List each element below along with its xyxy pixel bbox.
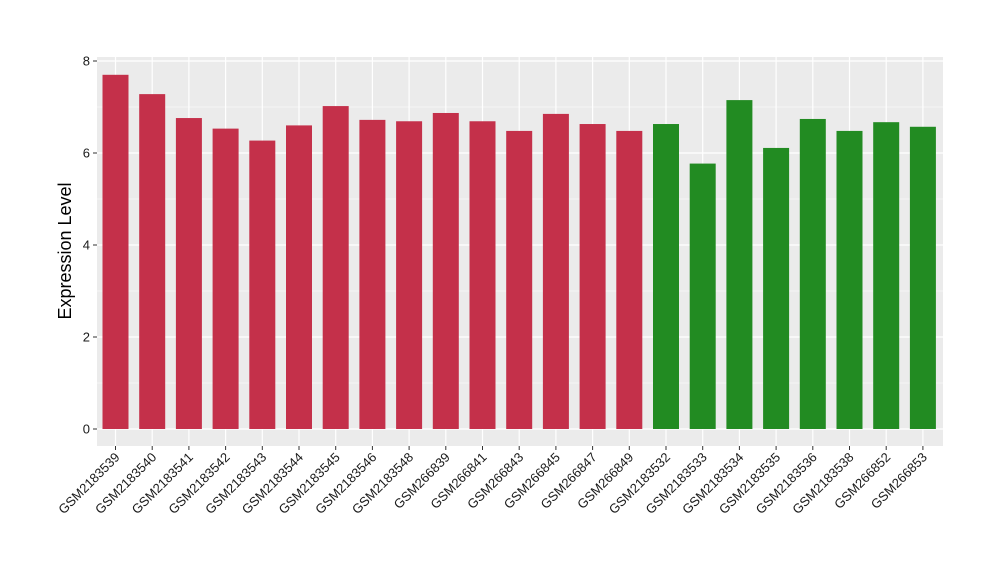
bar-GSM2183546 — [359, 119, 386, 429]
bar-GSM266843 — [506, 130, 533, 430]
x-axis: GSM2183539GSM2183540GSM2183541GSM2183542… — [55, 446, 930, 517]
bar-GSM2183540 — [139, 94, 166, 430]
bar-GSM266849 — [616, 130, 643, 430]
bar-GSM2183544 — [286, 125, 312, 430]
bar-GSM2183535 — [763, 147, 790, 429]
bar-GSM2183534 — [726, 100, 753, 429]
bar-GSM266839 — [432, 112, 459, 429]
bar-GSM2183532 — [653, 124, 679, 430]
y-axis-title: Expression Level — [55, 182, 75, 319]
bar-GSM2183543 — [249, 140, 276, 429]
bar-GSM266847 — [579, 124, 606, 430]
bar-GSM266852 — [873, 122, 900, 430]
y-tick-label: 6 — [83, 146, 90, 161]
y-tick-label: 4 — [83, 238, 90, 253]
bar-GSM2183539 — [102, 74, 129, 430]
bars — [102, 74, 936, 430]
y-axis: 0 2 4 6 8 — [83, 54, 97, 437]
bar-GSM266845 — [542, 113, 569, 430]
bar-GSM266853 — [909, 126, 936, 429]
y-tick-label: 2 — [83, 330, 90, 345]
y-tick-label: 0 — [83, 422, 90, 437]
bar-GSM2183545 — [322, 106, 349, 429]
bar-GSM2183536 — [799, 118, 826, 430]
bar-GSM2183538 — [836, 130, 863, 430]
bar-GSM2183542 — [212, 128, 239, 429]
bar-GSM2183541 — [175, 118, 202, 429]
bar-GSM2183548 — [396, 121, 423, 429]
bar-GSM266841 — [469, 121, 496, 429]
y-tick-label: 8 — [83, 54, 90, 69]
bar-GSM2183533 — [689, 163, 716, 429]
